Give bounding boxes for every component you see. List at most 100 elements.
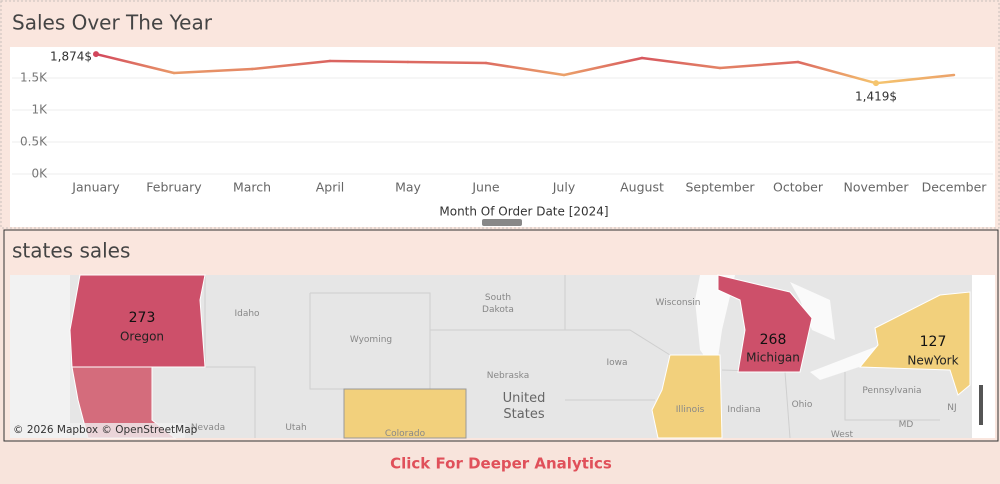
x-axis-label: Month Of Order Date [2024]	[439, 205, 608, 219]
place-label-line: Dakota	[482, 305, 514, 315]
y-tick-label: 0K	[31, 167, 48, 181]
place-label-line: Indiana	[727, 405, 760, 415]
x-tick-label: October	[773, 180, 824, 195]
region-value: 127	[920, 334, 947, 350]
place-label: MD	[899, 420, 914, 430]
place-label-line: States	[503, 407, 544, 422]
place-label: NJ	[947, 403, 956, 413]
region-name: NewYork	[907, 354, 958, 368]
place-label-line: Illinois	[676, 405, 705, 415]
border	[204, 275, 256, 438]
place-label-line: MD	[899, 420, 914, 430]
x-tick-label: June	[471, 180, 500, 195]
x-tick-label: March	[233, 180, 271, 195]
border	[844, 372, 940, 421]
x-tick-label: April	[316, 180, 345, 195]
y-tick-label: 0.5K	[20, 135, 48, 149]
line-segment	[328, 59, 410, 64]
place-label: Wyoming	[350, 335, 392, 345]
point	[873, 80, 879, 87]
state-region[interactable]	[858, 291, 971, 396]
place-label-line: Utah	[285, 423, 306, 433]
state-region[interactable]	[717, 274, 813, 373]
data-label: 1,419$	[855, 90, 897, 104]
line-segment	[718, 60, 800, 70]
y-tick-label: 1K	[31, 103, 48, 117]
place-label-line: Nevada	[191, 423, 225, 433]
line-segment	[406, 60, 488, 65]
place-label-line: Wyoming	[350, 335, 392, 345]
place-label: Illinois	[676, 405, 705, 415]
place-label-line: Iowa	[606, 358, 627, 368]
place-label-line: Wisconsin	[656, 298, 701, 308]
data-label: 1,874$	[50, 50, 92, 64]
place-label: Pennsylvania	[862, 386, 921, 396]
x-tick-label: July	[552, 180, 576, 195]
map-title: states sales	[12, 239, 130, 263]
place-label: Ohio	[792, 400, 813, 410]
place-label: Nebraska	[487, 371, 529, 381]
place-label-line: Pennsylvania	[862, 386, 921, 396]
place-label: Iowa	[606, 358, 627, 368]
line-segment	[796, 60, 878, 85]
lake	[695, 275, 735, 372]
place-label-line: Ohio	[792, 400, 813, 410]
x-tick-label: February	[146, 180, 202, 195]
region-name: Oregon	[120, 330, 164, 344]
line-segment	[484, 61, 566, 77]
place-label: South Dakota	[482, 293, 514, 315]
resize-handle[interactable]	[482, 219, 522, 226]
state-region[interactable]	[69, 274, 206, 368]
place-label: Colorado	[385, 429, 426, 439]
region-value: 268	[760, 332, 787, 348]
state-region[interactable]	[651, 354, 723, 439]
button-label[interactable]: Click For Deeper Analytics	[390, 455, 612, 473]
place-label-line: West	[831, 430, 854, 440]
place-label-line: South	[485, 293, 511, 303]
place-label: Utah	[285, 423, 306, 433]
x-tick-label: September	[685, 180, 755, 195]
x-tick-label: November	[843, 180, 909, 195]
point	[93, 51, 99, 58]
place-label: Wisconsin	[656, 298, 701, 308]
attribution-bg	[10, 423, 185, 438]
place-label-line: United	[503, 391, 546, 406]
x-tick-label: August	[620, 180, 664, 195]
x-tick-label: January	[71, 180, 120, 195]
place-label: Nevada	[191, 423, 225, 433]
lake	[790, 282, 835, 340]
ocean	[10, 275, 70, 438]
line-segment	[640, 56, 722, 70]
button[interactable]	[5, 445, 995, 483]
attribution[interactable]: © 2026 Mapbox © OpenStreetMap	[13, 424, 198, 436]
border	[565, 329, 671, 356]
place-label-line: Colorado	[385, 429, 426, 439]
line-segment	[172, 67, 254, 75]
line-segment	[562, 56, 644, 77]
x-tick-label: December	[922, 180, 988, 195]
place-label-line: Idaho	[234, 309, 260, 319]
place-label: United States	[503, 391, 546, 422]
chart-title: Sales Over The Year	[12, 11, 213, 35]
lake	[810, 345, 880, 380]
line-segment	[874, 73, 956, 85]
state-region[interactable]	[343, 388, 467, 439]
place-label: Indiana	[727, 405, 760, 415]
line-segment	[94, 52, 176, 75]
border	[310, 292, 431, 389]
scrollbar[interactable]	[979, 385, 983, 425]
place-label-line: Nebraska	[487, 371, 529, 381]
place-label: West	[831, 430, 854, 440]
x-tick-label: May	[395, 180, 421, 195]
region-value: 273	[129, 310, 156, 326]
place-label-line: NJ	[947, 403, 956, 413]
scroll-track	[972, 275, 995, 438]
region-name: Michigan	[746, 351, 800, 365]
line-segment	[250, 59, 332, 71]
map[interactable]: 273 Oregon 268 Michigan 127 NewYork Idaho Wyomi…	[10, 274, 995, 440]
place-label: Idaho	[234, 309, 260, 319]
y-tick-label: 1.5K	[20, 71, 48, 85]
plot-area	[10, 47, 995, 227]
